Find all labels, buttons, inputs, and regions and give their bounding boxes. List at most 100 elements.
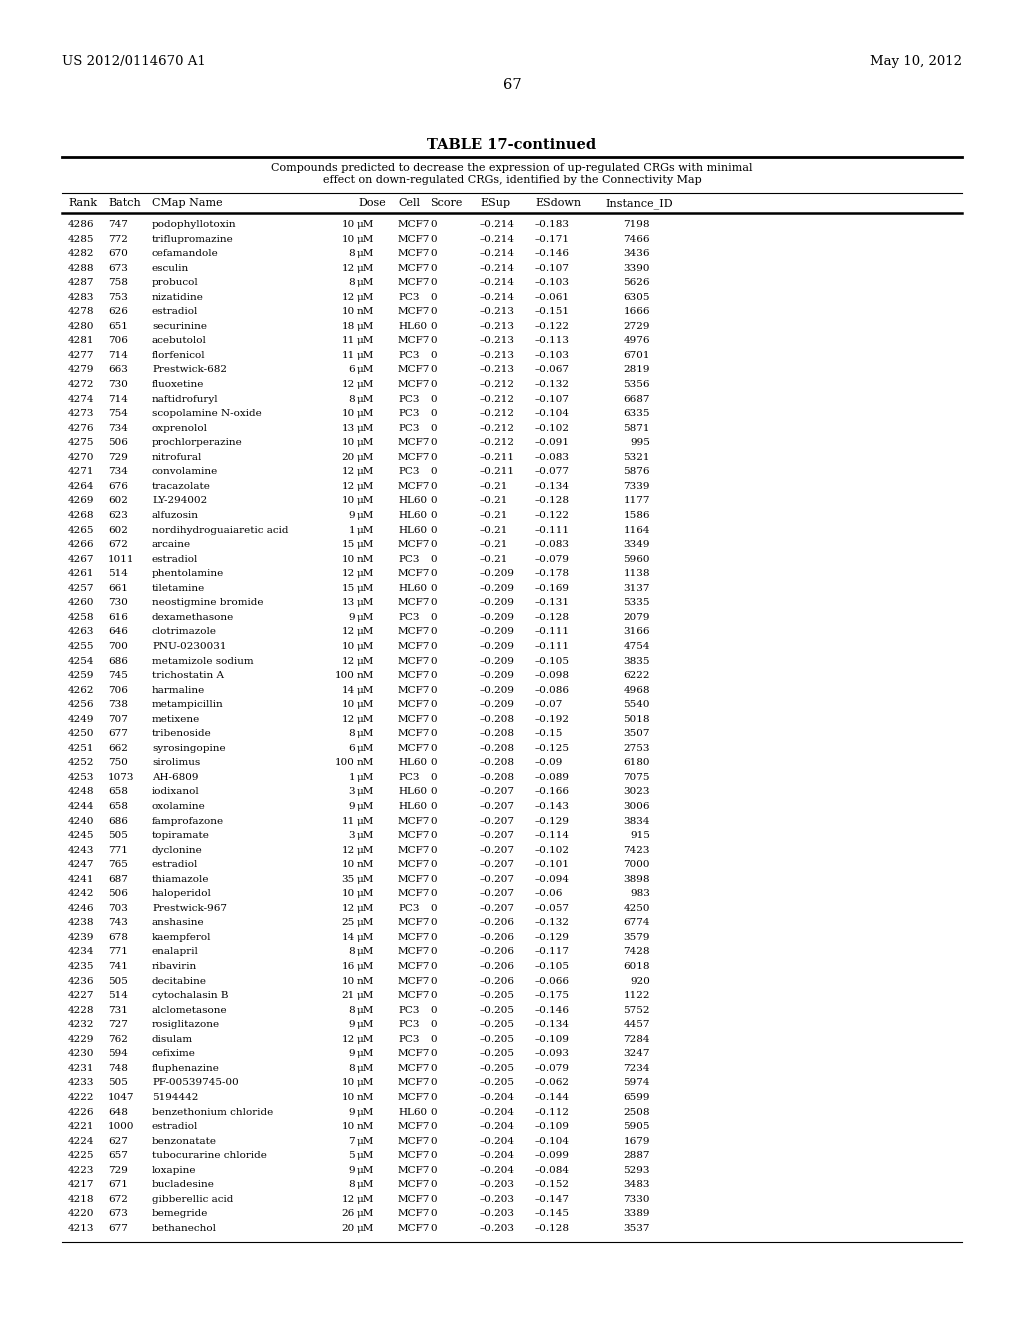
Text: 4234: 4234	[68, 948, 94, 957]
Text: μM: μM	[357, 1020, 375, 1030]
Text: 100: 100	[335, 759, 355, 767]
Text: –0.062: –0.062	[535, 1078, 570, 1088]
Text: ESup: ESup	[480, 198, 510, 209]
Text: 4976: 4976	[624, 337, 650, 346]
Text: 671: 671	[108, 1180, 128, 1189]
Text: –0.209: –0.209	[480, 700, 515, 709]
Text: 12: 12	[342, 1035, 355, 1044]
Text: 12: 12	[342, 482, 355, 491]
Text: 662: 662	[108, 743, 128, 752]
Text: 661: 661	[108, 583, 128, 593]
Text: 4233: 4233	[68, 1078, 94, 1088]
Text: MCF7: MCF7	[398, 656, 430, 665]
Text: 758: 758	[108, 279, 128, 288]
Text: –0.125: –0.125	[535, 743, 570, 752]
Text: 1047: 1047	[108, 1093, 134, 1102]
Text: μM: μM	[357, 890, 375, 899]
Text: 10: 10	[342, 220, 355, 228]
Text: 626: 626	[108, 308, 128, 317]
Text: MCF7: MCF7	[398, 380, 430, 389]
Text: sirolimus: sirolimus	[152, 759, 201, 767]
Text: μM: μM	[357, 627, 375, 636]
Text: haloperidol: haloperidol	[152, 890, 212, 899]
Text: AH-6809: AH-6809	[152, 774, 199, 781]
Text: 670: 670	[108, 249, 128, 259]
Text: 0: 0	[430, 743, 436, 752]
Text: 738: 738	[108, 700, 128, 709]
Text: PNU-0230031: PNU-0230031	[152, 642, 226, 651]
Text: –0.208: –0.208	[480, 714, 515, 723]
Text: –0.209: –0.209	[480, 583, 515, 593]
Text: 4251: 4251	[68, 743, 94, 752]
Text: 745: 745	[108, 671, 128, 680]
Text: PC3: PC3	[398, 395, 420, 404]
Text: 0: 0	[430, 482, 436, 491]
Text: 4223: 4223	[68, 1166, 94, 1175]
Text: fluoxetine: fluoxetine	[152, 380, 205, 389]
Text: MCF7: MCF7	[398, 1180, 430, 1189]
Text: 1011: 1011	[108, 554, 134, 564]
Text: –0.209: –0.209	[480, 612, 515, 622]
Text: PC3: PC3	[398, 1006, 420, 1015]
Text: 686: 686	[108, 656, 128, 665]
Text: 16: 16	[342, 962, 355, 972]
Text: 6018: 6018	[624, 962, 650, 972]
Text: –0.099: –0.099	[535, 1151, 570, 1160]
Text: 10: 10	[342, 554, 355, 564]
Text: MCF7: MCF7	[398, 714, 430, 723]
Text: 0: 0	[430, 380, 436, 389]
Text: 18: 18	[342, 322, 355, 331]
Text: μM: μM	[357, 846, 375, 854]
Text: –0.209: –0.209	[480, 569, 515, 578]
Text: 4261: 4261	[68, 569, 94, 578]
Text: –0.134: –0.134	[535, 1020, 570, 1030]
Text: –0.205: –0.205	[480, 1020, 515, 1030]
Text: 4250: 4250	[624, 904, 650, 913]
Text: μM: μM	[357, 540, 375, 549]
Text: 12: 12	[342, 1195, 355, 1204]
Text: 686: 686	[108, 817, 128, 825]
Text: 4265: 4265	[68, 525, 94, 535]
Text: Dose: Dose	[358, 198, 386, 209]
Text: MCF7: MCF7	[398, 671, 430, 680]
Text: 4250: 4250	[68, 729, 94, 738]
Text: μM: μM	[357, 832, 375, 840]
Text: 627: 627	[108, 1137, 128, 1146]
Text: 5626: 5626	[624, 279, 650, 288]
Text: 7: 7	[348, 1137, 355, 1146]
Text: 703: 703	[108, 904, 128, 913]
Text: –0.206: –0.206	[480, 962, 515, 972]
Text: –0.213: –0.213	[480, 308, 515, 317]
Text: 8: 8	[348, 279, 355, 288]
Text: nM: nM	[357, 1122, 375, 1131]
Text: loxapine: loxapine	[152, 1166, 197, 1175]
Text: μM: μM	[357, 583, 375, 593]
Text: –0.208: –0.208	[480, 774, 515, 781]
Text: 4266: 4266	[68, 540, 94, 549]
Text: 4754: 4754	[624, 642, 650, 651]
Text: 762: 762	[108, 1035, 128, 1044]
Text: nM: nM	[357, 759, 375, 767]
Text: florfenicol: florfenicol	[152, 351, 206, 360]
Text: 4288: 4288	[68, 264, 94, 273]
Text: –0.066: –0.066	[535, 977, 570, 986]
Text: μM: μM	[357, 1035, 375, 1044]
Text: 9: 9	[348, 803, 355, 810]
Text: 6335: 6335	[624, 409, 650, 418]
Text: 11: 11	[342, 337, 355, 346]
Text: MCF7: MCF7	[398, 438, 430, 447]
Text: 4239: 4239	[68, 933, 94, 942]
Text: 9: 9	[348, 1020, 355, 1030]
Text: 714: 714	[108, 351, 128, 360]
Text: MCF7: MCF7	[398, 919, 430, 928]
Text: estradiol: estradiol	[152, 554, 199, 564]
Text: 3023: 3023	[624, 788, 650, 796]
Text: –0.143: –0.143	[535, 803, 570, 810]
Text: –0.209: –0.209	[480, 671, 515, 680]
Text: MCF7: MCF7	[398, 861, 430, 869]
Text: –0.192: –0.192	[535, 714, 570, 723]
Text: –0.204: –0.204	[480, 1166, 515, 1175]
Text: MCF7: MCF7	[398, 337, 430, 346]
Text: 6: 6	[348, 743, 355, 752]
Text: 0: 0	[430, 1049, 436, 1059]
